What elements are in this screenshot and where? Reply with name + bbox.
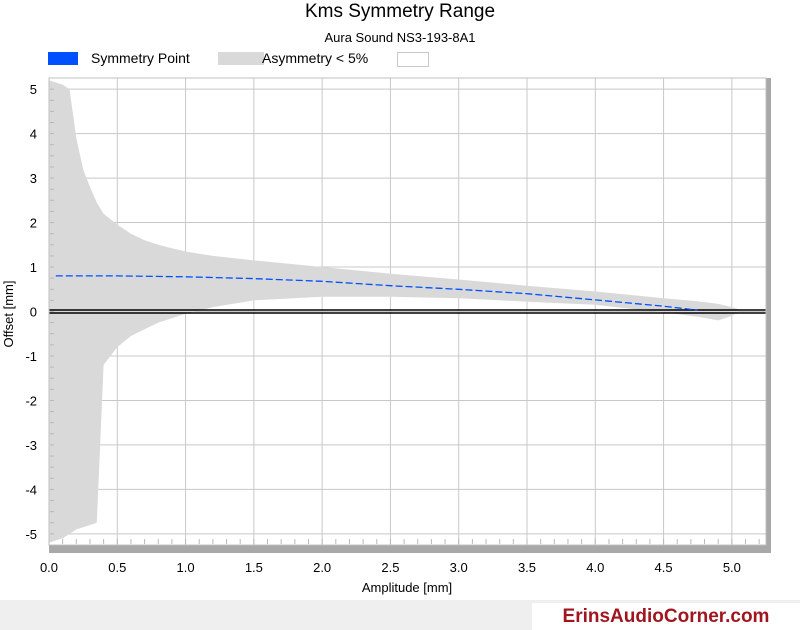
plot-shadow-bottom — [49, 545, 771, 553]
chart-subtitle: Aura Sound NS3-193-8A1 — [324, 30, 476, 45]
x-tick-label: 2.0 — [313, 560, 331, 575]
y-tick-label: -1 — [25, 349, 37, 364]
legend-label-symmetry-point: Symmetry Point — [91, 50, 190, 66]
x-tick-label: 0.0 — [40, 560, 58, 575]
y-tick-label: -5 — [25, 527, 37, 542]
x-tick-label: 4.5 — [655, 560, 673, 575]
y-tick-label: 2 — [30, 216, 37, 231]
x-tick-label: 5.0 — [723, 560, 741, 575]
symmetry-point-line — [55, 275, 698, 311]
y-tick-labels: 5 4 3 2 1 0 -1 -2 -3 -4 -5 — [25, 82, 37, 542]
y-tick-label: -4 — [25, 482, 37, 497]
legend-swatch-blank — [397, 52, 429, 67]
minor-ticks — [48, 77, 760, 546]
chart-title: Kms Symmetry Range — [304, 1, 496, 22]
chart-svg: 0.0 0.5 1.0 1.5 2.0 2.5 3.0 3.5 4.0 4.5 5.0 5 4 3 2 1 0… — [1, 77, 771, 595]
x-tick-label: 1.0 — [177, 560, 195, 575]
zero-line — [49, 309, 766, 314]
y-tick-label: -2 — [25, 393, 37, 408]
y-tick-label: 3 — [30, 171, 37, 186]
plot-shadow-right — [766, 78, 771, 553]
x-tick-label: 4.0 — [586, 560, 604, 575]
y-tick-label: 4 — [30, 127, 37, 142]
y-tick-label: 0 — [30, 305, 37, 320]
legend-swatch-symmetry-point — [48, 52, 78, 65]
x-tick-label: 1.5 — [245, 560, 263, 575]
plot-frame — [48, 77, 767, 546]
y-tick-label: -3 — [25, 438, 37, 453]
x-axis-label: Amplitude [mm] — [362, 580, 452, 595]
y-axis-label: Offset [mm] — [1, 281, 16, 348]
x-tick-label: 2.5 — [381, 560, 399, 575]
asymmetry-band — [49, 80, 739, 543]
legend-swatch-asymmetry — [218, 52, 264, 65]
x-tick-label: 0.5 — [108, 560, 126, 575]
y-tick-label: 1 — [30, 260, 37, 275]
x-tick-labels: 0.0 0.5 1.0 1.5 2.0 2.5 3.0 3.5 4.0 4.5 5.0 — [40, 560, 741, 575]
x-tick-label: 3.5 — [518, 560, 536, 575]
legend-label-asymmetry: Asymmetry < 5% — [262, 50, 369, 66]
x-tick-label: 3.0 — [450, 560, 468, 575]
y-tick-label: 5 — [30, 82, 37, 97]
watermark: ErinsAudioCorner.com — [532, 603, 800, 630]
